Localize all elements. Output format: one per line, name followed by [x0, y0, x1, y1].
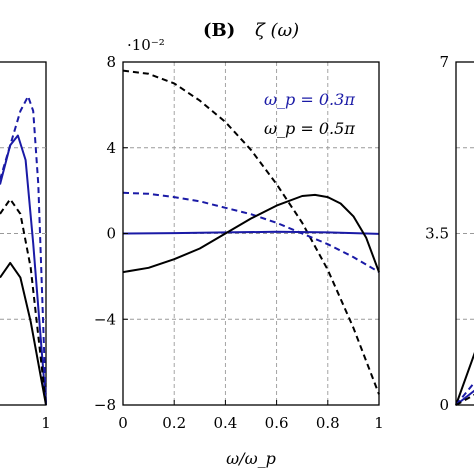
- y-tick-label: −8: [94, 396, 116, 414]
- series-line-dashed-black: [122, 69, 380, 395]
- panel-b-x-ticks: 0 0.2 0.4 0.6 0.8 1: [118, 400, 384, 432]
- x-tick-label: 0: [118, 414, 128, 432]
- panel-a-series: [0, 95, 47, 406]
- series-line-dashed-blue: [0, 95, 47, 406]
- series-line-solid-black: [122, 193, 380, 274]
- panel-b-x-axis-label: ω/ω_p: [226, 449, 276, 468]
- panel-a: 1: [0, 61, 51, 432]
- series-line-dashed-black: [455, 393, 474, 406]
- y-tick-label: −4: [94, 310, 116, 328]
- panel-c-frame: [455, 61, 474, 406]
- panel-b-title-label: (B): [203, 20, 235, 41]
- x-tick-label: 0.6: [265, 414, 289, 432]
- panel-a-x-tick-label: 1: [41, 414, 51, 432]
- y-tick-label: 8: [106, 53, 116, 71]
- panel-b-y-ticks: 8 4 0 −4 −8: [94, 53, 128, 414]
- x-tick-label: 1: [374, 414, 384, 432]
- series-line-dashed-blue: [455, 381, 474, 406]
- x-tick-label: 0.2: [162, 414, 186, 432]
- series-line-dashed-black: [0, 198, 47, 406]
- y-tick-label: 0: [106, 225, 116, 243]
- panel-c-series: [455, 351, 474, 406]
- y-tick-label: 3.5: [425, 225, 449, 243]
- panel-b: (B) ζ (ω) ·10⁻² 0 0.2 0.4 0.6 0.8 1 8 4 0 −4 −8 ω…: [94, 20, 384, 468]
- x-tick-label: 0.4: [213, 414, 237, 432]
- x-tick-label: 0.8: [316, 414, 340, 432]
- series-line-solid-black: [0, 261, 47, 406]
- panel-b-series: [122, 69, 380, 395]
- panel-c-grid: [456, 147, 474, 320]
- y-tick-label: 7: [439, 53, 449, 71]
- series-line-solid-blue: [0, 134, 47, 406]
- series-line-solid-black: [455, 351, 474, 406]
- legend-entry-blue: ω_p = 0.3π: [264, 90, 355, 109]
- panel-b-y-scale-note: ·10⁻²: [127, 36, 165, 54]
- y-tick-label: 4: [106, 139, 116, 157]
- legend-entry-black: ω_p = 0.5π: [264, 119, 355, 138]
- panel-b-title-text: ζ (ω): [255, 20, 299, 41]
- y-tick-label: 0: [439, 396, 449, 414]
- panel-a-grid: [0, 147, 46, 320]
- panel-c: 73.50: [425, 53, 474, 414]
- series-line-dashed-blue: [122, 191, 380, 273]
- series-line-solid-blue: [122, 230, 380, 235]
- panel-b-legend: ω_p = 0.3π ω_p = 0.5π: [264, 90, 355, 138]
- panel-c-y-ticks: 73.50: [425, 53, 449, 414]
